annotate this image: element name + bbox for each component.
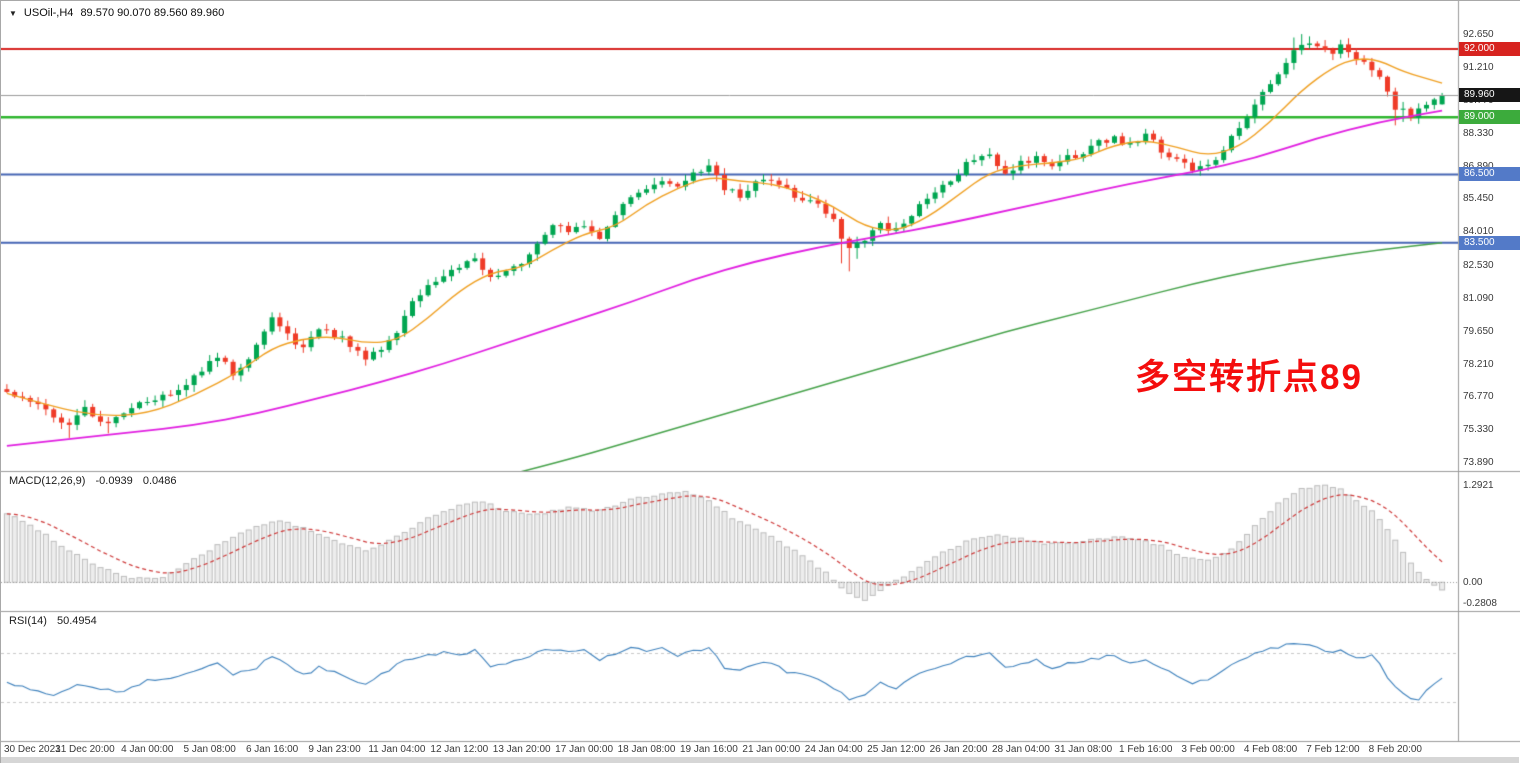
time-axis-tick: 4 Jan 00:00 — [121, 744, 174, 755]
time-axis-tick: 8 Feb 20:00 — [1368, 744, 1422, 755]
chart-annotation[interactable]: 多空转折点89 — [1135, 358, 1363, 397]
price-axis-tick: 84.010 — [1463, 226, 1494, 238]
macd-axis-tick: 0.00 — [1463, 577, 1483, 589]
symbol-timeframe: USOil-,H4 — [23, 7, 74, 19]
time-axis-tick: 4 Feb 08:00 — [1243, 744, 1298, 755]
price-axis-tick: 78.210 — [1463, 358, 1494, 370]
price-axis-tick: 81.090 — [1463, 292, 1494, 304]
price-axis-tick: 79.650 — [1463, 325, 1494, 337]
time-axis-tick: 24 Jan 04:00 — [804, 744, 863, 755]
price-axis[interactable]: 92.65091.21089.77088.33086.89085.45084.0… — [1459, 1, 1520, 741]
time-axis-tick: 5 Jan 08:00 — [183, 744, 236, 755]
time-axis-tick: 19 Jan 16:00 — [679, 744, 738, 755]
time-axis-tick: 30 Dec 2021 — [4, 744, 61, 755]
price-axis-tick: 76.770 — [1463, 391, 1494, 403]
price-tag: 83.500 — [1459, 235, 1520, 250]
symbol-info-bar: ▼ USOil-,H4 89.570 90.070 89.560 89.960 — [9, 7, 224, 19]
price-axis-tick: 86.890 — [1463, 160, 1494, 172]
macd-axis-tick: 1.2921 — [1463, 480, 1494, 492]
price-tag: 89.960 — [1459, 88, 1520, 103]
price-axis-tick: 75.330 — [1463, 424, 1494, 436]
time-axis-tick: 31 Dec 20:00 — [55, 744, 115, 755]
time-axis-tick: 13 Jan 20:00 — [492, 744, 551, 755]
time-axis-tick: 1 Feb 16:00 — [1119, 744, 1173, 755]
rsi-name: RSI(14) — [9, 615, 47, 627]
price-axis-tick: 92.650 — [1463, 29, 1494, 41]
price-axis-tick: 82.530 — [1463, 259, 1494, 271]
price-tag: 89.000 — [1459, 110, 1520, 125]
macd-value-main: -0.0939 — [95, 475, 133, 487]
price-axis-tick: 91.210 — [1463, 61, 1494, 73]
rsi-indicator-label: RSI(14) 50.4954 — [9, 615, 104, 627]
macd-indicator-label: MACD(12,26,9) -0.0939 0.0486 — [9, 475, 184, 487]
macd-value-signal: 0.0486 — [142, 475, 177, 487]
time-axis-tick: 25 Jan 12:00 — [867, 744, 926, 755]
rsi-value: 50.4954 — [56, 615, 97, 627]
window-bottom-edge — [1, 757, 1519, 763]
price-tag: 92.000 — [1459, 41, 1520, 56]
time-axis[interactable]: 30 Dec 2021 31 Dec 20:00 4 Jan 00:00 5 Jan … — [1, 742, 1458, 758]
time-axis-tick: 11 Jan 04:00 — [368, 744, 426, 755]
macd-axis-tick: -0.2808 — [1463, 598, 1497, 610]
time-axis-tick: 21 Jan 00:00 — [742, 744, 801, 755]
time-axis-tick: 9 Jan 23:00 — [308, 744, 361, 755]
time-axis-tick: 17 Jan 00:00 — [555, 744, 614, 755]
time-axis-tick: 31 Jan 08:00 — [1054, 744, 1113, 755]
price-tag: 86.500 — [1459, 167, 1520, 182]
time-axis-tick: 18 Jan 08:00 — [617, 744, 676, 755]
time-axis-tick: 26 Jan 20:00 — [929, 744, 988, 755]
time-axis-tick: 3 Feb 00:00 — [1181, 744, 1235, 755]
price-axis-tick: 73.890 — [1463, 457, 1494, 469]
price-axis-tick: 88.330 — [1463, 127, 1494, 139]
symbol-ohlc-values: 89.570 90.070 89.560 89.960 — [80, 7, 225, 19]
price-axis-tick: 85.450 — [1463, 193, 1494, 205]
time-axis-tick: 7 Feb 12:00 — [1306, 744, 1360, 755]
time-axis-tick: 6 Jan 16:00 — [245, 744, 299, 755]
macd-name: MACD(12,26,9) — [9, 475, 86, 487]
time-axis-tick: 12 Jan 12:00 — [430, 744, 489, 755]
time-axis-tick: 28 Jan 04:00 — [991, 744, 1050, 755]
collapse-chart-icon[interactable]: ▼ — [9, 8, 17, 18]
